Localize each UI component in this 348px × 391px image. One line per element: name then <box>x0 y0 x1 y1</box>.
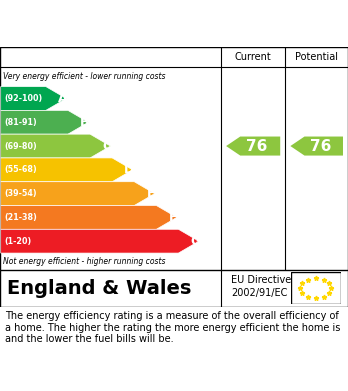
Text: F: F <box>169 211 177 224</box>
Text: (69-80): (69-80) <box>4 142 37 151</box>
Text: G: G <box>190 235 200 248</box>
Text: Very energy efficient - lower running costs: Very energy efficient - lower running co… <box>3 72 166 81</box>
Polygon shape <box>1 134 111 158</box>
Polygon shape <box>226 136 280 156</box>
Polygon shape <box>1 110 88 134</box>
Polygon shape <box>1 182 155 206</box>
Text: (21-38): (21-38) <box>4 213 37 222</box>
Polygon shape <box>1 229 199 253</box>
Text: EU Directive
2002/91/EC: EU Directive 2002/91/EC <box>231 275 292 298</box>
Text: (92-100): (92-100) <box>4 94 42 103</box>
Text: 76: 76 <box>310 138 331 154</box>
Text: C: C <box>102 140 111 152</box>
Text: (55-68): (55-68) <box>4 165 37 174</box>
Polygon shape <box>290 136 343 156</box>
Text: Not energy efficient - higher running costs: Not energy efficient - higher running co… <box>3 257 166 266</box>
Text: (81-91): (81-91) <box>4 118 37 127</box>
Text: England & Wales: England & Wales <box>7 279 191 298</box>
Polygon shape <box>1 86 66 110</box>
Text: D: D <box>124 163 134 176</box>
Text: 76: 76 <box>246 138 268 154</box>
Text: The energy efficiency rating is a measure of the overall efficiency of a home. T: The energy efficiency rating is a measur… <box>5 311 341 344</box>
Text: E: E <box>147 187 155 200</box>
Text: Energy Efficiency Rating: Energy Efficiency Rating <box>10 14 258 32</box>
Text: A: A <box>58 92 68 105</box>
Text: B: B <box>80 116 89 129</box>
Polygon shape <box>1 206 177 229</box>
Text: Current: Current <box>235 52 271 62</box>
Text: (39-54): (39-54) <box>4 189 37 198</box>
Text: Potential: Potential <box>295 52 338 62</box>
Text: (1-20): (1-20) <box>4 237 31 246</box>
Polygon shape <box>1 158 133 182</box>
